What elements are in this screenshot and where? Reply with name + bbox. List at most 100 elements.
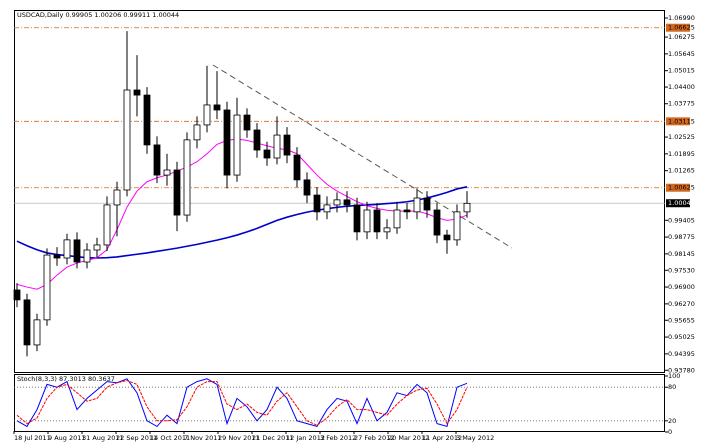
candle-body <box>173 169 181 216</box>
y-tick-label: 0.97530 <box>668 266 695 274</box>
candle-body <box>403 209 411 213</box>
x-tick-label: 11 Apr 2012 <box>422 434 462 442</box>
x-tick-label: 3 May 2012 <box>456 434 494 442</box>
y-tick-label: 0.95025 <box>668 333 695 341</box>
chart-title: USDCAD,Daily 0.99905 1.00206 0.99911 1.0… <box>17 11 179 19</box>
candle-body <box>343 199 351 206</box>
candle-body <box>183 139 191 216</box>
y-tick-label: 0.98145 <box>668 250 695 258</box>
y-tick-label: 0 <box>668 428 672 436</box>
candle-body <box>233 114 241 176</box>
candle-body <box>353 204 361 233</box>
candle-body <box>363 209 371 233</box>
y-tick-label: 80 <box>668 383 676 391</box>
candle-body <box>323 204 331 213</box>
x-tick-label: 31 Aug 2011 <box>82 434 124 442</box>
x-tick-label: 12 Jan 2012 <box>286 434 325 442</box>
candle-body <box>93 244 101 251</box>
candle-body <box>413 197 421 213</box>
candle-body <box>423 197 431 211</box>
candle-body <box>333 199 341 206</box>
candle-body <box>123 89 131 191</box>
candle-body <box>23 299 31 346</box>
candle-body <box>223 109 231 176</box>
y-tick-label: 1.04400 <box>668 83 695 91</box>
candle-body <box>303 179 311 196</box>
level-tag <box>666 117 690 126</box>
x-tick-label: 22 Sep 2011 <box>116 434 157 442</box>
level-tag <box>666 183 690 192</box>
candle-body <box>113 189 121 206</box>
x-tick-label: 7 Nov 2011 <box>184 434 222 442</box>
candle-body <box>453 211 461 241</box>
y-tick-label: 0.99405 <box>668 216 695 224</box>
x-tick-label: 20 Mar 2012 <box>388 434 429 442</box>
y-tick-label: 0.93780 <box>668 366 695 374</box>
candle-body <box>33 319 41 346</box>
candle-body <box>53 254 61 259</box>
moving-average <box>16 186 468 259</box>
x-tick-label: 21 Dec 2011 <box>252 434 294 442</box>
stoch-panel <box>14 374 665 432</box>
y-tick-label: 1.05015 <box>668 67 695 75</box>
y-tick-label: 1.05645 <box>668 50 695 58</box>
moving-average <box>16 138 468 290</box>
candle-body <box>383 227 391 233</box>
candle-body <box>283 134 291 156</box>
candle-body <box>73 239 81 263</box>
candle-body <box>373 209 381 233</box>
x-tick-label: 18 Jul 2011 <box>14 434 51 442</box>
price-label: 1.00044 <box>668 199 695 207</box>
candle-body <box>43 254 51 321</box>
candle-body <box>293 154 301 181</box>
level-label: 1.06625 <box>668 24 695 32</box>
candle-body <box>393 209 401 229</box>
price-panel <box>14 10 665 373</box>
candle-body <box>13 289 21 301</box>
candle-body <box>143 94 151 146</box>
y-tick-label: 1.01265 <box>668 167 695 175</box>
y-tick-label: 0.98775 <box>668 233 695 241</box>
level-tag <box>666 23 690 32</box>
candle-body <box>133 89 141 96</box>
candle-body <box>273 134 281 159</box>
y-tick-label: 1.06275 <box>668 33 695 41</box>
y-tick-label: 0.96270 <box>668 300 695 308</box>
price-tag <box>666 199 690 208</box>
candle-body <box>83 249 91 263</box>
stoch-line <box>16 378 468 428</box>
x-tick-label: 29 Nov 2011 <box>218 434 260 442</box>
y-tick-label: 1.03775 <box>668 100 695 108</box>
candle-body <box>443 234 451 241</box>
y-tick-label: 1.06990 <box>668 14 695 22</box>
candle-body <box>313 194 321 213</box>
y-tick-label: 100 <box>668 372 680 380</box>
y-tick-label: 0.95655 <box>668 316 695 324</box>
x-tick-label: 14 Oct 2011 <box>150 434 190 442</box>
stoch-line <box>16 379 468 426</box>
y-tick-label: 1.02525 <box>668 133 695 141</box>
candle-body <box>163 169 171 176</box>
y-tick-label: 0.94395 <box>668 350 695 358</box>
x-tick-label: 3 Feb 2012 <box>320 434 356 442</box>
candle-body <box>153 144 161 176</box>
candle-body <box>243 114 251 131</box>
x-tick-label: 27 Feb 2012 <box>354 434 394 442</box>
y-tick-label: 1.01895 <box>668 150 695 158</box>
candle-body <box>103 204 111 246</box>
candle-body <box>253 129 261 151</box>
x-tick-label: 9 Aug 2011 <box>48 434 86 442</box>
candle-body <box>463 202 471 213</box>
level-label: 1.00625 <box>668 184 695 192</box>
indicator-title: Stoch(8,3,3) 87.3013 80.3637 <box>17 375 115 383</box>
y-tick-label: 0.96900 <box>668 283 695 291</box>
candle-body <box>213 104 221 111</box>
candle-body <box>263 149 271 159</box>
y-tick-label: 20 <box>668 417 676 425</box>
candle-body <box>63 239 71 259</box>
candle-body <box>433 209 441 236</box>
candle-body <box>203 104 211 126</box>
candle-body <box>193 124 201 141</box>
level-label: 1.03115 <box>668 117 695 125</box>
